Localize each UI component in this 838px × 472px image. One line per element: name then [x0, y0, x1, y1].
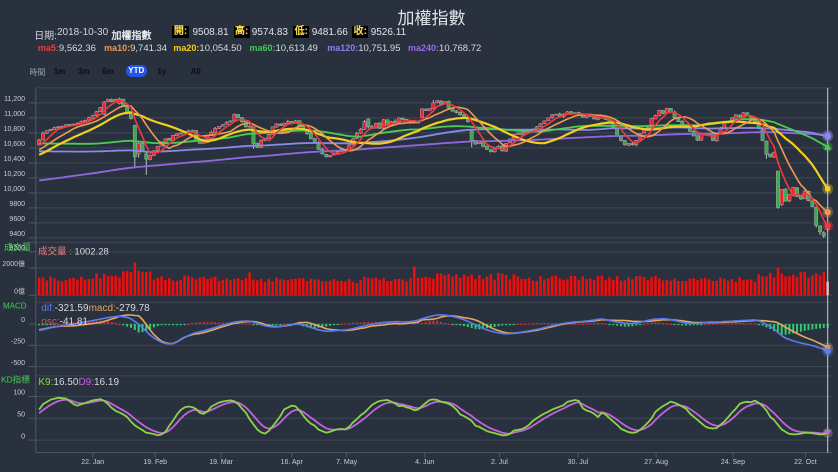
svg-text:2000億: 2000億	[2, 259, 25, 268]
svg-text:10,200: 10,200	[4, 171, 26, 178]
svg-text:19. Mar: 19. Mar	[209, 459, 233, 466]
svg-text:11,000: 11,000	[4, 111, 25, 118]
svg-text:9200: 9200	[9, 245, 25, 252]
svg-text:27. Aug: 27. Aug	[644, 459, 668, 466]
svg-text:10,600: 10,600	[4, 141, 26, 148]
svg-text:30. Jul: 30. Jul	[568, 459, 589, 466]
svg-text:-250: -250	[11, 339, 25, 346]
svg-text:11,200: 11,200	[4, 96, 25, 103]
svg-text:成交量 : 1002.28: 成交量 : 1002.28	[38, 245, 109, 257]
svg-text:9800: 9800	[9, 201, 25, 208]
svg-text:-500: -500	[11, 360, 25, 367]
svg-text:16. Apr: 16. Apr	[281, 459, 304, 466]
svg-text:成交量: 成交量	[4, 242, 31, 253]
svg-text:KD指標: KD指標	[1, 375, 30, 385]
svg-text:7. May: 7. May	[336, 459, 358, 466]
svg-text:100: 100	[13, 390, 25, 397]
svg-text:24. Sep: 24. Sep	[721, 459, 745, 466]
svg-text:22. Jan: 22. Jan	[81, 459, 104, 466]
svg-text:2. Jul: 2. Jul	[491, 459, 508, 466]
svg-text:dif:-321.59macd:-279.78: dif:-321.59macd:-279.78	[41, 303, 150, 314]
svg-text:22. Oct: 22. Oct	[794, 459, 817, 466]
svg-text:10,800: 10,800	[4, 126, 26, 133]
svg-text:9400: 9400	[9, 231, 25, 238]
svg-text:0: 0	[21, 433, 25, 440]
svg-text:4. Jun: 4. Jun	[415, 459, 434, 466]
svg-text:50: 50	[17, 412, 25, 419]
svg-text:19. Feb: 19. Feb	[143, 459, 167, 466]
svg-text:0億: 0億	[14, 287, 25, 296]
svg-text:10,400: 10,400	[4, 156, 26, 163]
svg-text:9600: 9600	[9, 216, 25, 223]
svg-text:0: 0	[21, 317, 25, 324]
svg-text:MACD: MACD	[3, 301, 27, 310]
svg-text:K9:16.50D9:16.19: K9:16.50D9:16.19	[38, 377, 119, 388]
svg-text:10,000: 10,000	[4, 186, 26, 193]
svg-text:osc:-41.81: osc:-41.81	[41, 317, 88, 328]
